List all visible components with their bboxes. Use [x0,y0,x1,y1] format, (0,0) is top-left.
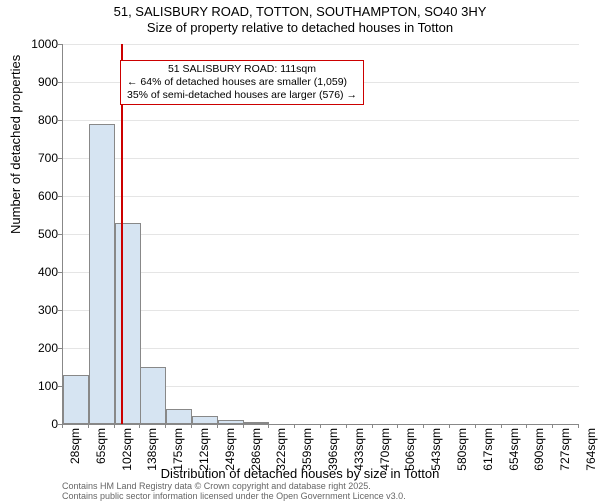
y-tick-mark [58,196,62,197]
x-tick-mark [552,424,553,428]
x-tick-mark [372,424,373,428]
x-tick-mark [397,424,398,428]
footer-line-2: Contains public sector information licen… [62,492,406,502]
title-line-1: 51, SALISBURY ROAD, TOTTON, SOUTHAMPTON,… [0,4,600,20]
x-tick-mark [243,424,244,428]
histogram-bar [192,416,218,424]
y-tick-mark [58,386,62,387]
x-tick-label: 212sqm [197,428,211,472]
gridline-h [63,196,579,197]
x-tick-label: 249sqm [223,428,237,472]
y-tick-label: 1000 [18,37,58,51]
x-tick-label: 506sqm [403,428,417,472]
x-tick-mark [501,424,502,428]
histogram-bar [140,367,166,424]
y-tick-mark [58,158,62,159]
histogram-bar [89,124,115,424]
x-tick-label: 322sqm [274,428,288,472]
callout-line-3: 35% of semi-detached houses are larger (… [127,89,357,102]
title-line-2: Size of property relative to detached ho… [0,20,600,36]
x-tick-mark [139,424,140,428]
x-tick-label: 764sqm [584,428,598,472]
y-tick-mark [58,82,62,83]
y-tick-mark [58,234,62,235]
y-tick-label: 400 [18,265,58,279]
histogram-bar [115,223,141,424]
x-tick-mark [165,424,166,428]
x-tick-mark [423,424,424,428]
y-tick-label: 0 [18,417,58,431]
x-tick-mark [114,424,115,428]
histogram-bar [63,375,89,424]
x-tick-label: 470sqm [378,428,392,472]
x-tick-mark [449,424,450,428]
x-tick-label: 727sqm [558,428,572,472]
x-tick-label: 286sqm [249,428,263,472]
x-tick-label: 617sqm [481,428,495,472]
x-tick-mark [526,424,527,428]
x-tick-mark [88,424,89,428]
x-tick-mark [475,424,476,428]
histogram-bar [243,422,269,424]
histogram-bar [166,409,192,424]
x-tick-mark [346,424,347,428]
x-tick-label: 580sqm [455,428,469,472]
x-tick-mark [217,424,218,428]
x-tick-label: 543sqm [429,428,443,472]
x-tick-label: 433sqm [352,428,366,472]
y-tick-label: 500 [18,227,58,241]
y-tick-label: 900 [18,75,58,89]
x-tick-mark [268,424,269,428]
attribution-footer: Contains HM Land Registry data © Crown c… [62,482,406,502]
x-tick-mark [578,424,579,428]
x-tick-label: 396sqm [326,428,340,472]
x-tick-label: 138sqm [145,428,159,472]
x-tick-mark [62,424,63,428]
y-tick-label: 600 [18,189,58,203]
gridline-h [63,158,579,159]
x-tick-mark [294,424,295,428]
y-tick-label: 200 [18,341,58,355]
y-tick-label: 800 [18,113,58,127]
x-tick-label: 65sqm [94,428,108,472]
x-tick-label: 654sqm [507,428,521,472]
title-block: 51, SALISBURY ROAD, TOTTON, SOUTHAMPTON,… [0,0,600,37]
y-tick-mark [58,348,62,349]
x-tick-label: 359sqm [300,428,314,472]
x-tick-label: 690sqm [532,428,546,472]
gridline-h [63,44,579,45]
callout-line-2: ← 64% of detached houses are smaller (1,… [127,76,357,89]
x-tick-label: 175sqm [171,428,185,472]
y-tick-label: 100 [18,379,58,393]
histogram-bar [218,420,244,424]
callout-line-1: 51 SALISBURY ROAD: 111sqm [127,63,357,76]
y-tick-label: 300 [18,303,58,317]
y-tick-mark [58,120,62,121]
gridline-h [63,120,579,121]
x-tick-mark [320,424,321,428]
y-tick-mark [58,310,62,311]
y-tick-mark [58,44,62,45]
callout-box: 51 SALISBURY ROAD: 111sqm← 64% of detach… [120,60,364,105]
x-tick-label: 28sqm [68,428,82,472]
y-tick-mark [58,272,62,273]
chart-container: 51, SALISBURY ROAD, TOTTON, SOUTHAMPTON,… [0,0,600,500]
y-tick-label: 700 [18,151,58,165]
x-tick-mark [191,424,192,428]
x-tick-label: 102sqm [120,428,134,472]
